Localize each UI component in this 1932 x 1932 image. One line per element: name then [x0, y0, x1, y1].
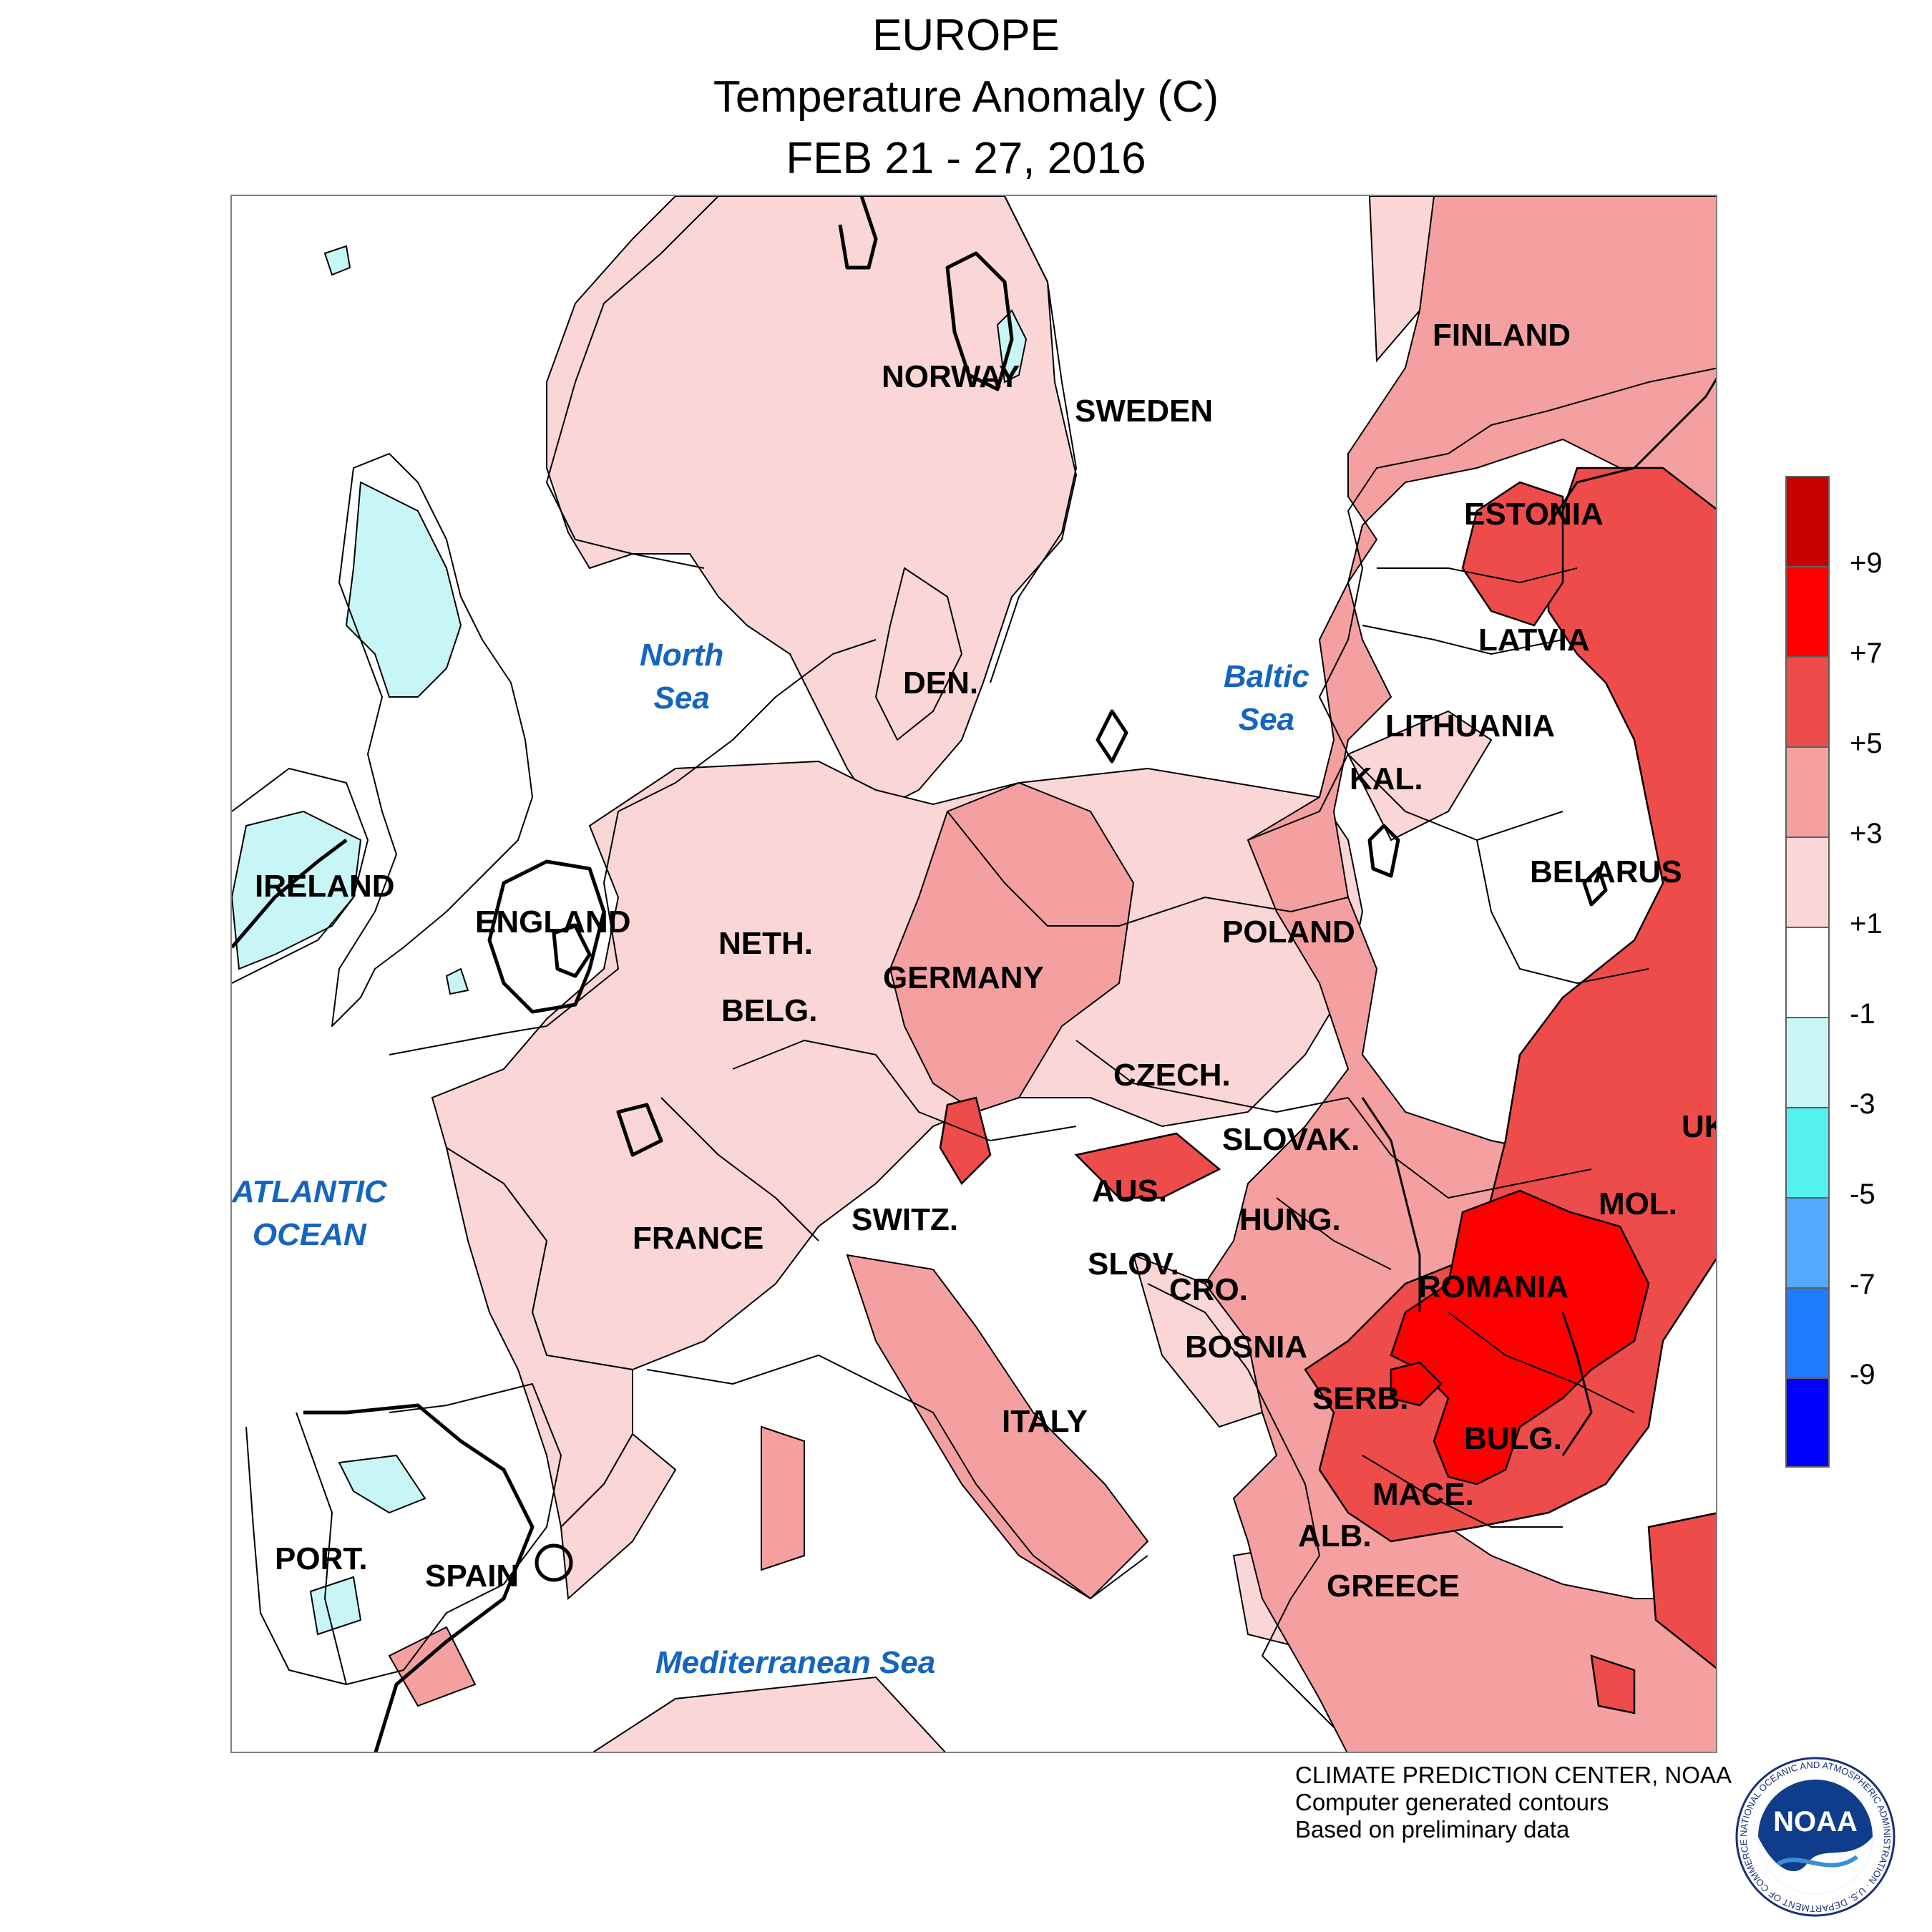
legend-label: +5 — [1850, 728, 1883, 759]
label-neth: NETH. — [718, 926, 813, 961]
legend-swatch — [1785, 1197, 1830, 1289]
north-sea-line2: Sea — [653, 680, 710, 716]
credit-line-3: Based on preliminary data — [1295, 1816, 1570, 1843]
map-subtitle: Temperature Anomaly (C) — [713, 72, 1219, 122]
med-line1: Mediterranean Sea — [655, 1645, 936, 1680]
label-france: FRANCE — [633, 1221, 764, 1256]
label-estonia: ESTONIA — [1464, 497, 1604, 532]
legend-swatch — [1785, 656, 1830, 748]
atlantic-line2: OCEAN — [252, 1217, 366, 1252]
legend-label: +1 — [1850, 908, 1883, 940]
legend-label: +7 — [1850, 638, 1883, 669]
label-alb: ALB. — [1298, 1518, 1372, 1553]
label-atlantic-ocean: ATLANTIC OCEAN — [232, 1171, 387, 1257]
label-mace: MACE. — [1372, 1477, 1474, 1512]
baltic-sea-line2: Sea — [1238, 702, 1295, 737]
label-belg: BELG. — [721, 993, 818, 1028]
legend-label: -9 — [1850, 1359, 1875, 1390]
legend-swatch — [1785, 566, 1830, 658]
label-aus: AUS. — [1092, 1174, 1168, 1209]
label-germany: GERMANY — [883, 960, 1044, 995]
label-kal: KAL. — [1350, 761, 1423, 796]
map-title: EUROPE — [872, 11, 1060, 60]
map-period: FEB 21 - 27, 2016 — [786, 134, 1146, 183]
label-sweden: SWEDEN — [1075, 394, 1214, 429]
label-poland: POLAND — [1222, 914, 1355, 950]
legend-swatch — [1785, 1107, 1830, 1199]
label-north-sea: North Sea — [640, 634, 723, 720]
anomaly-shading — [232, 196, 1716, 1752]
label-bosnia: BOSNIA — [1185, 1330, 1308, 1365]
label-ireland: IRELAND — [255, 869, 395, 904]
label-finland: FINLAND — [1433, 318, 1571, 353]
legend-label: -3 — [1850, 1088, 1875, 1120]
legend-swatch — [1785, 1377, 1830, 1468]
label-baltic-sea: Baltic Sea — [1224, 655, 1309, 741]
legend-label: -1 — [1850, 998, 1875, 1030]
label-bulg: BULG. — [1464, 1421, 1562, 1456]
label-cro: CRO. — [1169, 1272, 1248, 1307]
anomaly-map: FINLAND NORWAY SWEDEN ESTONIA LATVIA LIT… — [230, 195, 1717, 1753]
label-switz: SWITZ. — [852, 1202, 959, 1237]
legend-swatch — [1785, 836, 1830, 928]
label-latvia: LATVIA — [1478, 623, 1590, 658]
noaa-logo: NATIONAL OCEANIC AND ATMOSPHERIC ADMINIS… — [1735, 1757, 1896, 1917]
label-mediterranean-sea: Mediterranean Sea — [655, 1641, 935, 1684]
north-sea-line1: North — [640, 638, 724, 673]
label-romania: ROMANIA — [1418, 1269, 1569, 1304]
legend-swatch — [1785, 1017, 1830, 1108]
label-belarus: BELARUS — [1530, 854, 1682, 889]
label-spain: SPAIN — [425, 1558, 519, 1594]
label-slov: SLOV. — [1088, 1246, 1179, 1282]
label-hung: HUNG. — [1239, 1202, 1341, 1237]
credit-line-1: CLIMATE PREDICTION CENTER, NOAA — [1295, 1762, 1732, 1788]
label-norway: NORWAY — [882, 359, 1020, 394]
noaa-logo-text: NOAA — [1773, 1806, 1858, 1838]
label-greece: GREECE — [1327, 1568, 1460, 1604]
label-czech: CZECH. — [1113, 1058, 1231, 1093]
color-legend — [1785, 476, 1830, 1469]
legend-swatch — [1785, 1287, 1830, 1379]
label-den: DEN. — [903, 665, 979, 701]
baltic-sea-line1: Baltic — [1224, 659, 1309, 694]
legend-swatch — [1785, 746, 1830, 838]
credit-line-2: Computer generated contours — [1295, 1789, 1609, 1815]
legend-label: -5 — [1850, 1179, 1875, 1210]
legend-label: -7 — [1850, 1269, 1875, 1300]
label-slovak: SLOVAK. — [1222, 1122, 1360, 1157]
legend-swatch — [1785, 927, 1830, 1018]
label-ukr: UKR — [1682, 1109, 1716, 1144]
legend-label: +9 — [1850, 547, 1883, 579]
label-port: PORT. — [275, 1541, 368, 1576]
legend-swatch — [1785, 476, 1830, 567]
atlantic-line1: ATLANTIC — [232, 1174, 387, 1209]
label-england: ENGLAND — [475, 904, 631, 940]
legend-label: +3 — [1850, 818, 1883, 849]
label-serb: SERB. — [1312, 1381, 1409, 1416]
label-mol: MOL. — [1599, 1186, 1677, 1221]
label-lithuania: LITHUANIA — [1385, 708, 1556, 743]
label-italy: ITALY — [1002, 1404, 1088, 1439]
